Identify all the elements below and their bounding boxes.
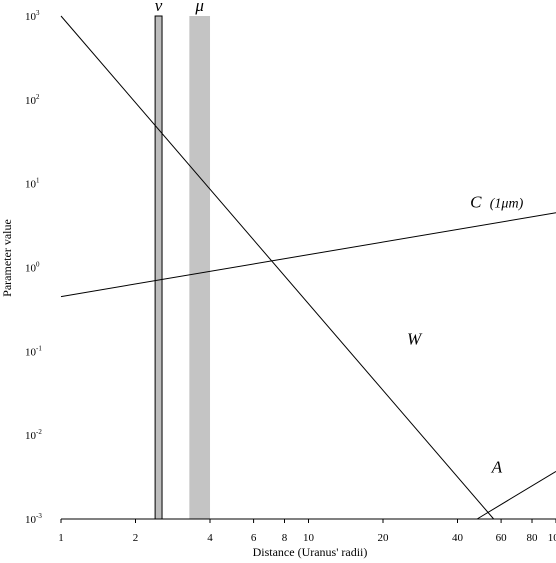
x-tick-label-2: 4 xyxy=(207,532,213,544)
x-axis-title: Distance (Uranus' radii) xyxy=(253,545,368,559)
series-label-2: (1μm) xyxy=(490,196,524,211)
x-tick-label-6: 20 xyxy=(378,532,390,544)
y-tick-label-0: 10-3 xyxy=(25,512,42,526)
x-tick-label-7: 40 xyxy=(452,532,464,544)
band-1 xyxy=(189,16,211,519)
y-tick-label-6: 103 xyxy=(25,9,40,23)
series-layer xyxy=(60,15,556,520)
band-0 xyxy=(154,15,163,520)
series-label-0: W xyxy=(407,330,423,349)
labels-layer: W C (1μm) A xyxy=(407,192,524,476)
series-label-3: A xyxy=(491,457,503,476)
band-label-0: ν xyxy=(155,0,163,15)
y-axis-title: Parameter value xyxy=(0,219,14,297)
y-tick-label-4: 101 xyxy=(25,177,40,191)
x-tick-label-1: 2 xyxy=(133,532,139,544)
series-line-2 xyxy=(476,470,556,520)
series-label-1: C xyxy=(470,192,482,211)
band-label-1: μ xyxy=(194,0,204,15)
x-tick-label-5: 10 xyxy=(303,532,315,544)
series-line-0 xyxy=(60,15,495,520)
x-tick-label-0: 1 xyxy=(58,532,64,544)
ticks-layer: 1 2 4 6 8 10 20 40 60 80 100 10-3 10-2 10-1 100 101 102 1… xyxy=(25,9,556,544)
y-tick-label-5: 102 xyxy=(25,93,40,107)
y-tick-label-3: 100 xyxy=(25,261,40,275)
y-tick-label-1: 10-2 xyxy=(25,428,42,442)
x-tick-label-3: 6 xyxy=(251,532,257,544)
y-tick-label-2: 10-1 xyxy=(25,344,42,358)
x-tick-label-10: 100 xyxy=(548,532,556,544)
x-tick-label-8: 60 xyxy=(496,532,508,544)
x-tick-label-9: 80 xyxy=(527,532,539,544)
x-tick-label-4: 8 xyxy=(282,532,288,544)
series-line-1 xyxy=(60,212,556,298)
